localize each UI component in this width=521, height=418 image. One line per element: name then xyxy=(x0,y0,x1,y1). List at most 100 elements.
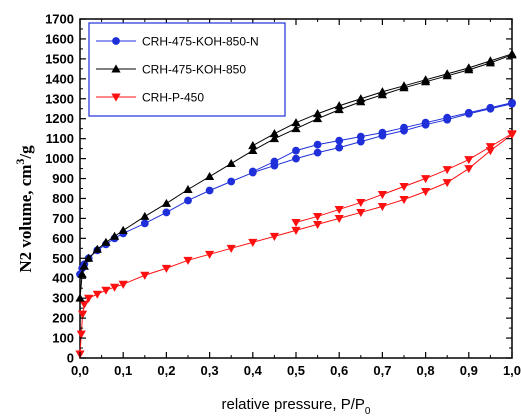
data-point xyxy=(269,232,279,241)
y-tick-label: 100 xyxy=(52,331,74,346)
data-point xyxy=(442,69,452,78)
data-point xyxy=(443,113,452,122)
data-point xyxy=(140,271,150,280)
legend-label: CRH-475-KOH-850 xyxy=(142,63,246,77)
y-tick-label: 1000 xyxy=(45,151,74,166)
data-point xyxy=(184,196,192,205)
data-point xyxy=(313,109,323,118)
legend: CRH-475-KOH-850-N CRH-475-KOH-850 CRH-P-45… xyxy=(88,22,286,117)
y-tick-label: 1200 xyxy=(45,111,74,126)
data-point xyxy=(464,63,474,72)
data-point xyxy=(92,290,102,299)
x-tick-label: 0,9 xyxy=(460,363,478,378)
data-point xyxy=(118,225,128,234)
x-tick-label: 0,3 xyxy=(201,363,219,378)
data-point xyxy=(334,101,344,110)
y-axis: 0 100 200 300 400 500 600 700 800 900 1000 1100 1200… xyxy=(45,12,512,366)
legend-items: CRH-475-KOH-850-N CRH-475-KOH-850 CRH-P-45… xyxy=(96,35,259,105)
data-point xyxy=(313,140,322,149)
data-point xyxy=(269,129,279,138)
data-point xyxy=(269,134,279,143)
data-point xyxy=(377,87,387,96)
y-tick-label: 1500 xyxy=(45,51,74,66)
data-point xyxy=(227,177,236,186)
data-point xyxy=(161,198,171,207)
data-point xyxy=(248,167,257,176)
data-point xyxy=(486,103,495,112)
x-axis-title-main: relative pressure, P/P xyxy=(222,396,365,413)
x-tick-label: 0,8 xyxy=(417,363,435,378)
data-point xyxy=(291,118,301,127)
data-point xyxy=(226,158,236,168)
data-point xyxy=(205,186,214,195)
y-tick-label: 500 xyxy=(52,251,74,266)
x-tick-label: 0,7 xyxy=(373,363,391,378)
data-point xyxy=(421,175,431,184)
y-tick-label: 1300 xyxy=(45,91,74,106)
data-point xyxy=(77,310,88,319)
legend-item: CRH-P-450 xyxy=(96,91,204,105)
data-point xyxy=(313,114,323,123)
data-point xyxy=(334,214,344,224)
data-point xyxy=(205,250,215,259)
y-tick-label: 1600 xyxy=(45,31,74,46)
data-point xyxy=(248,238,258,247)
data-point xyxy=(442,179,452,188)
data-point xyxy=(378,128,387,137)
data-point xyxy=(313,148,322,157)
y-axis-title-sup: 3 xyxy=(13,159,27,165)
data-point xyxy=(291,226,301,235)
y-tick-label: 800 xyxy=(52,191,74,206)
x-axis: 0,0 0,1 0,2 0,3 0,4 0,5 0,6 0,7 0,8 0,9 1,0 xyxy=(71,19,521,378)
data-point xyxy=(507,49,517,58)
data-point xyxy=(356,94,366,103)
x-tick-label: 0,2 xyxy=(157,363,175,378)
data-point xyxy=(335,136,344,145)
data-point xyxy=(507,130,517,139)
data-point xyxy=(464,165,474,174)
x-tick-label: 0,5 xyxy=(287,363,305,378)
data-point xyxy=(92,244,102,253)
data-point xyxy=(399,81,409,90)
data-point xyxy=(356,199,366,208)
legend-item: CRH-475-KOH-850 xyxy=(96,63,246,77)
x-tick-label: 0,6 xyxy=(330,363,348,378)
series-layer xyxy=(75,49,517,359)
y-tick-label: 300 xyxy=(52,291,74,306)
data-point xyxy=(76,330,86,339)
y-tick-label: 900 xyxy=(52,171,74,186)
data-point xyxy=(356,132,365,141)
series-1 xyxy=(75,49,517,302)
y-axis-title-tail: /g xyxy=(16,145,35,160)
data-point xyxy=(248,146,258,155)
y-tick-label: 400 xyxy=(52,271,74,286)
data-point xyxy=(84,253,94,262)
data-point xyxy=(442,166,452,175)
x-tick-label: 0,0 xyxy=(71,363,89,378)
legend-item: CRH-475-KOH-850-N xyxy=(96,35,259,49)
y-tick-label: 200 xyxy=(52,311,74,326)
data-point xyxy=(399,196,409,205)
y-tick-label: 1100 xyxy=(46,131,74,146)
data-point xyxy=(183,256,193,265)
x-tick-label: 1,0 xyxy=(503,363,521,378)
legend-marker xyxy=(111,93,121,102)
data-point xyxy=(464,108,473,117)
data-point xyxy=(140,219,149,228)
data-point xyxy=(464,156,474,165)
y-tick-label: 600 xyxy=(52,231,74,246)
x-axis-title: relative pressure, P/P0 xyxy=(222,396,371,417)
legend-marker xyxy=(112,37,120,45)
data-point xyxy=(101,237,111,246)
data-point xyxy=(118,280,128,289)
y-axis-title: N2 volume, cm3/g xyxy=(13,145,35,273)
data-point xyxy=(84,294,94,303)
data-point xyxy=(291,124,301,133)
data-point xyxy=(421,75,431,84)
y-tick-label: 1700 xyxy=(45,12,74,27)
data-point xyxy=(162,208,171,217)
data-point xyxy=(205,171,215,180)
y-tick-label: 0 xyxy=(67,351,74,366)
legend-label: CRH-475-KOH-850-N xyxy=(142,35,259,49)
